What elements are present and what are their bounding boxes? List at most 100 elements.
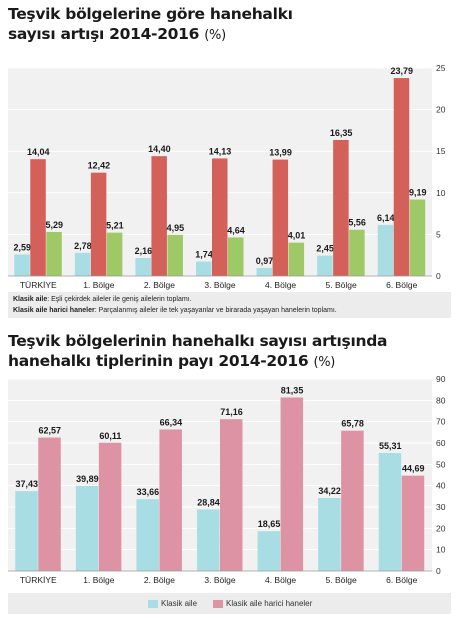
data-label: 4,95 (167, 223, 185, 233)
note-text: : Parçalanmış aileler ile tek yaşayanlar… (94, 307, 337, 314)
bar (333, 139, 349, 276)
category-label: 3. Bölge (204, 575, 235, 585)
y-tick-label: 70 (436, 417, 446, 427)
y-tick-label: 10 (436, 545, 446, 555)
data-label: 5,21 (106, 221, 124, 231)
y-tick-label: 50 (436, 459, 446, 469)
bar (106, 232, 123, 276)
data-label: 0,97 (256, 256, 274, 266)
bar (135, 258, 151, 276)
chart2-plot: 0 10 20 30 40 50 60 70 80 90 37,43 62,57 TÜRKİYE 39,8… (8, 374, 446, 585)
category-label: 2. Bölge (144, 575, 175, 585)
bar (272, 159, 289, 276)
data-label: 33,66 (137, 487, 160, 497)
bar (257, 531, 281, 571)
bar (159, 429, 182, 571)
bar (30, 159, 46, 276)
data-label: 2,16 (135, 246, 153, 256)
data-label: 44,69 (402, 464, 425, 474)
data-label: 4,64 (227, 225, 245, 235)
data-label: 5,29 (46, 220, 64, 230)
bar (341, 430, 364, 571)
data-label: 62,57 (39, 426, 62, 436)
category-label: 6. Bölge (386, 280, 417, 290)
y-tick-label: 60 (436, 438, 446, 448)
data-label: 71,16 (220, 407, 243, 417)
bar (151, 156, 167, 276)
bar (409, 199, 426, 276)
chart1-plot: 0 5 10 15 20 25 2,59 14,04 5,29 TÜRKİYE 2,78 12,42 5… (8, 63, 446, 290)
category-label: TÜRKİYE (20, 575, 57, 585)
y-tick-label: 15 (436, 146, 446, 156)
y-tick-label: 10 (436, 188, 446, 198)
chart1-title-line2: sayısı artışı 2014-2016 (8, 25, 200, 43)
bar (349, 229, 365, 276)
data-label: 5,56 (348, 218, 366, 228)
chart2-title-line1: Teşvik bölgelerinin hanehalkı sayısı art… (8, 332, 388, 350)
bar (14, 254, 30, 276)
category-label: 1. Bölge (83, 280, 114, 290)
bar (317, 255, 333, 276)
bar (377, 224, 394, 276)
chart2-legend: Klasik aile Klasik aile harici haneler (8, 593, 451, 614)
category-label: 2. Bölge (144, 280, 175, 290)
data-label: 18,65 (258, 519, 281, 529)
category-label: 1. Bölge (83, 575, 114, 585)
data-label: 55,31 (379, 441, 402, 451)
bar (197, 509, 220, 571)
data-label: 28,84 (197, 497, 220, 507)
category-label: TÜRKİYE (20, 280, 57, 290)
category-label: 3. Bölge (204, 280, 235, 290)
bar (318, 497, 341, 571)
data-label: 65,78 (341, 419, 364, 429)
note-text: : Eşli çekirdek aileler ile geniş ailele… (47, 296, 192, 303)
legend-item-klasik-aile-harici: Klasik aile harici haneler (213, 599, 312, 608)
bar (46, 231, 62, 276)
bar (38, 437, 61, 571)
legend-item-klasik-aile: Klasik aile (148, 599, 197, 608)
data-label: 2,59 (14, 242, 32, 252)
bar (280, 397, 304, 571)
data-label: 2,78 (74, 241, 92, 251)
category-label: 4. Bölge (265, 575, 296, 585)
data-label: 81,35 (281, 385, 304, 395)
legend-swatch (148, 599, 158, 608)
data-label: 37,43 (16, 479, 39, 489)
data-label: 34,22 (318, 486, 341, 496)
bar (196, 261, 212, 276)
bar (167, 234, 183, 276)
chart2-title-line2: hanehalkı tiplerinin payı 2014-2016 (8, 352, 309, 370)
y-tick-label: 0 (436, 566, 441, 576)
note-term: Klasik aile (13, 296, 48, 303)
bar (220, 419, 243, 571)
category-label: 4. Bölge (265, 280, 296, 290)
y-tick-label: 90 (436, 374, 446, 384)
bar (256, 267, 273, 276)
y-tick-label: 5 (436, 229, 441, 239)
note-term: Klasik aile harici haneler (13, 307, 95, 314)
data-label: 39,89 (76, 474, 99, 484)
y-tick-label: 30 (436, 502, 446, 512)
bar (378, 453, 402, 571)
category-label: 5. Bölge (326, 280, 357, 290)
data-label: 16,35 (330, 128, 353, 138)
chart2-unit: (%) (313, 355, 336, 370)
chart2-title: Teşvik bölgelerinin hanehalkı sayısı art… (8, 331, 387, 373)
bar (75, 485, 99, 571)
data-label: 14,13 (209, 146, 232, 156)
bar (288, 242, 305, 276)
y-tick-label: 20 (436, 105, 446, 115)
bar (98, 442, 122, 571)
data-label: 23,79 (390, 66, 413, 76)
note-klasik-aile-harici: Klasik aile harici haneler: Parçalanmış … (13, 305, 446, 316)
y-tick-label: 20 (436, 523, 446, 533)
note-klasik-aile: Klasik aile: Eşli çekirdek aileler ile g… (13, 294, 446, 305)
bar (15, 491, 38, 571)
y-tick-label: 40 (436, 481, 446, 491)
bar (136, 499, 159, 571)
chart1-unit: (%) (204, 28, 226, 43)
legend-label: Klasik aile harici haneler (226, 599, 313, 608)
data-label: 6,14 (377, 213, 395, 223)
data-label: 13,99 (269, 148, 292, 158)
data-label: 66,34 (160, 417, 183, 427)
